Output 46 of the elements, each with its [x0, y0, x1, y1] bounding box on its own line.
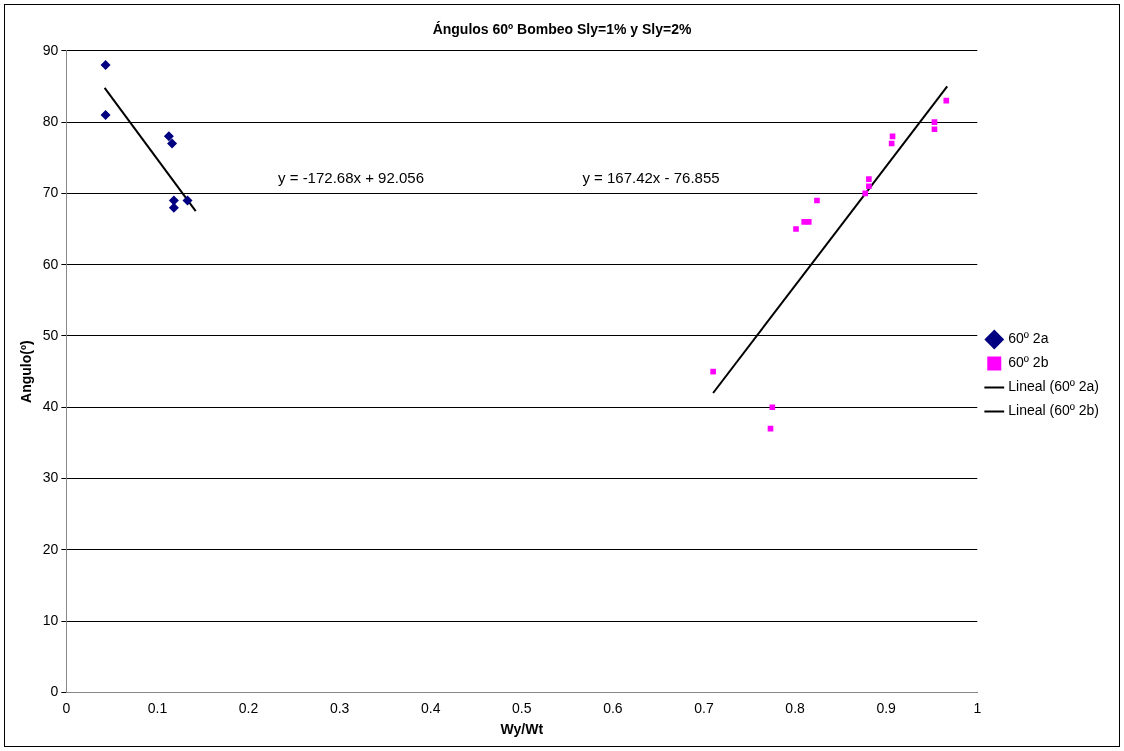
point — [814, 197, 820, 204]
y-tick-label: 30 — [42, 469, 59, 486]
point — [931, 126, 938, 133]
point — [931, 119, 938, 125]
x-tick-label: 0.2 — [238, 699, 259, 716]
x-tick-label: 0.1 — [147, 699, 168, 716]
point — [866, 176, 872, 182]
x-tick-label: 0.8 — [785, 699, 806, 716]
point — [163, 131, 174, 142]
y-axis-title: Angulo(º) — [18, 340, 35, 403]
x-tick-label: 0.7 — [694, 699, 714, 716]
annotation: y = 167.42x - 76.855 — [582, 169, 720, 187]
annotation: y = -172.68x + 92.056 — [278, 169, 424, 187]
legend-label: Lineal (60º 2a) — [1008, 378, 1100, 395]
x-tick-label: 1 — [973, 699, 982, 716]
x-tick-label: 0.5 — [512, 699, 532, 716]
legend-label: 60º 2a — [1008, 330, 1049, 347]
point — [862, 190, 869, 197]
y-tick-label: 70 — [42, 184, 59, 201]
legend-label: 60º 2b — [1008, 354, 1049, 371]
y-tick-label: 60 — [42, 255, 59, 272]
point — [769, 404, 776, 411]
x-axis-title: Wy/Wt — [500, 721, 544, 738]
x-tick-label: 0.3 — [329, 699, 350, 716]
y-tick-label: 50 — [42, 326, 59, 343]
y-tick-label: 10 — [42, 611, 59, 628]
x-tick-label: 0.6 — [603, 699, 623, 716]
point — [793, 226, 799, 232]
y-tick-label: 40 — [42, 398, 59, 415]
y-tick-label: 0 — [50, 683, 59, 700]
point — [943, 97, 950, 104]
y-tick-label: 90 — [42, 41, 59, 58]
point — [805, 219, 812, 225]
point — [100, 60, 111, 71]
x-tick-label: 0 — [62, 699, 71, 716]
point — [182, 195, 193, 206]
point — [100, 109, 111, 120]
point — [866, 183, 872, 190]
chart-title: Ángulos 60º Bombeo Sly=1% y Sly=2% — [432, 21, 692, 38]
y-tick-label: 80 — [42, 112, 59, 129]
x-tick-label: 0.9 — [876, 699, 897, 716]
point — [710, 368, 716, 375]
y-tick-label: 20 — [42, 540, 59, 557]
x-tick-label: 0.4 — [421, 699, 441, 716]
legend-label: Lineal (60º 2b) — [1008, 402, 1100, 419]
point — [167, 138, 178, 149]
